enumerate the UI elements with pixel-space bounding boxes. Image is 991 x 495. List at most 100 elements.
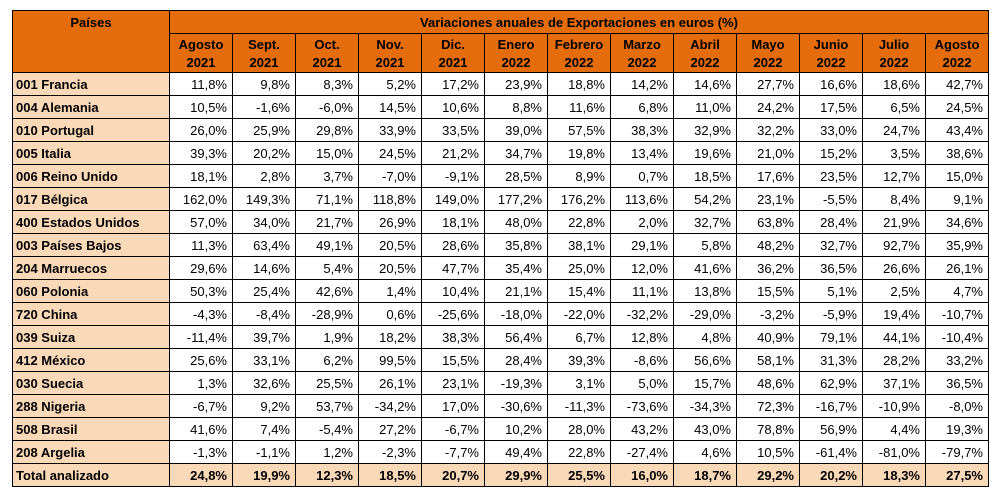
value-cell: 12,3%: [295, 463, 359, 487]
value-cell: -5,9%: [799, 302, 863, 326]
value-cell: 49,1%: [295, 233, 359, 257]
table-row: 412 México 25,6% 33,1% 6,2% 99,5% 15,5% 28,4% 3…: [12, 348, 989, 372]
country-cell: 004 Alemania: [12, 95, 170, 119]
value-cell: 26,0%: [169, 118, 233, 142]
value-cell: -1,1%: [232, 440, 296, 464]
value-cell: 3,5%: [862, 141, 926, 165]
value-cell: 72,3%: [736, 394, 800, 418]
value-cell: 15,4%: [547, 279, 611, 303]
value-cell: 39,3%: [169, 141, 233, 165]
value-cell: 40,9%: [736, 325, 800, 349]
value-cell: 2,5%: [862, 279, 926, 303]
exports-variation-table: Países Variaciones anuales de Exportacio…: [12, 10, 989, 487]
value-cell: 28,0%: [547, 417, 611, 441]
table-row: 006 Reino Unido 18,1% 2,8% 3,7% -7,0% -9,1% 28…: [12, 164, 989, 188]
value-cell: 4,6%: [673, 440, 737, 464]
year-label: 2022: [816, 55, 846, 70]
value-cell: 6,5%: [862, 95, 926, 119]
value-cell: 1,3%: [169, 371, 233, 395]
value-cell: 34,7%: [484, 141, 548, 165]
value-cell: -7,0%: [358, 164, 422, 188]
value-cell: -18,0%: [484, 302, 548, 326]
value-cell: 6,7%: [547, 325, 611, 349]
value-cell: 24,2%: [736, 95, 800, 119]
value-cell: -7,7%: [421, 440, 485, 464]
value-cell: 63,8%: [736, 210, 800, 234]
table-row: 039 Suiza -11,4% 39,7% 1,9% 18,2% 38,3% 56,4% 6…: [12, 325, 989, 349]
value-cell: -10,7%: [925, 302, 989, 326]
value-cell: 48,2%: [736, 233, 800, 257]
table-row: 060 Polonia 50,3% 25,4% 42,6% 1,4% 10,4% 21,1%…: [12, 279, 989, 303]
value-cell: 26,6%: [862, 256, 926, 280]
value-cell: 21,9%: [862, 210, 926, 234]
value-cell: -30,6%: [484, 394, 548, 418]
country-cell: 508 Brasil: [12, 417, 170, 441]
value-cell: 38,1%: [547, 233, 611, 257]
value-cell: 36,5%: [925, 371, 989, 395]
value-cell: 29,9%: [484, 463, 548, 487]
value-cell: 28,2%: [862, 348, 926, 372]
value-cell: 15,0%: [295, 141, 359, 165]
value-cell: 14,6%: [673, 72, 737, 96]
value-cell: 58,1%: [736, 348, 800, 372]
value-cell: 2,0%: [610, 210, 674, 234]
value-cell: 12,7%: [862, 164, 926, 188]
value-cell: 8,4%: [862, 187, 926, 211]
value-cell: 14,6%: [232, 256, 296, 280]
value-cell: -22,0%: [547, 302, 611, 326]
value-cell: 14,2%: [610, 72, 674, 96]
value-cell: 21,1%: [484, 279, 548, 303]
value-cell: 24,5%: [925, 95, 989, 119]
value-cell: -28,9%: [295, 302, 359, 326]
value-cell: 23,1%: [421, 371, 485, 395]
value-cell: 27,5%: [925, 463, 989, 487]
table-row: 204 Marruecos 29,6% 14,6% 5,4% 20,5% 47,7% 35,…: [12, 256, 989, 280]
value-cell: -32,2%: [610, 302, 674, 326]
value-cell: 32,7%: [799, 233, 863, 257]
value-cell: 10,6%: [421, 95, 485, 119]
table-title: Variaciones anuales de Exportaciones en …: [169, 10, 989, 34]
value-cell: 25,0%: [547, 256, 611, 280]
month-column-header: Junio 2022: [799, 33, 863, 73]
value-cell: 15,5%: [421, 348, 485, 372]
value-cell: 22,8%: [547, 440, 611, 464]
value-cell: 28,4%: [484, 348, 548, 372]
value-cell: 18,1%: [421, 210, 485, 234]
value-cell: 19,9%: [232, 463, 296, 487]
year-label: 2021: [249, 55, 279, 70]
value-cell: 34,6%: [925, 210, 989, 234]
value-cell: -8,0%: [925, 394, 989, 418]
value-cell: 20,7%: [421, 463, 485, 487]
value-cell: 6,8%: [610, 95, 674, 119]
value-cell: 25,5%: [547, 463, 611, 487]
value-cell: -73,6%: [610, 394, 674, 418]
value-cell: 29,8%: [295, 118, 359, 142]
value-cell: 29,1%: [610, 233, 674, 257]
month-column-header: Agosto 2022: [925, 33, 989, 73]
value-cell: 5,2%: [358, 72, 422, 96]
value-cell: 42,7%: [925, 72, 989, 96]
country-cell: 208 Argelia: [12, 440, 170, 464]
year-label: 2021: [312, 55, 342, 70]
value-cell: -1,6%: [232, 95, 296, 119]
value-cell: 18,8%: [547, 72, 611, 96]
value-cell: 5,8%: [673, 233, 737, 257]
month-label: Julio: [878, 37, 910, 52]
value-cell: 39,0%: [484, 118, 548, 142]
value-cell: 11,0%: [673, 95, 737, 119]
value-cell: 38,6%: [925, 141, 989, 165]
value-cell: 20,2%: [799, 463, 863, 487]
value-cell: 20,5%: [358, 256, 422, 280]
value-cell: 17,5%: [799, 95, 863, 119]
value-cell: 1,9%: [295, 325, 359, 349]
table-row: 208 Argelia -1,3% -1,1% 1,2% -2,3% -7,7% 49,4%…: [12, 440, 989, 464]
value-cell: 6,2%: [295, 348, 359, 372]
value-cell: 43,0%: [673, 417, 737, 441]
value-cell: 113,6%: [610, 187, 674, 211]
value-cell: -6,7%: [169, 394, 233, 418]
value-cell: 56,9%: [799, 417, 863, 441]
value-cell: 23,9%: [484, 72, 548, 96]
value-cell: 25,9%: [232, 118, 296, 142]
month-column-header: Mayo 2022: [736, 33, 800, 73]
value-cell: 35,9%: [925, 233, 989, 257]
